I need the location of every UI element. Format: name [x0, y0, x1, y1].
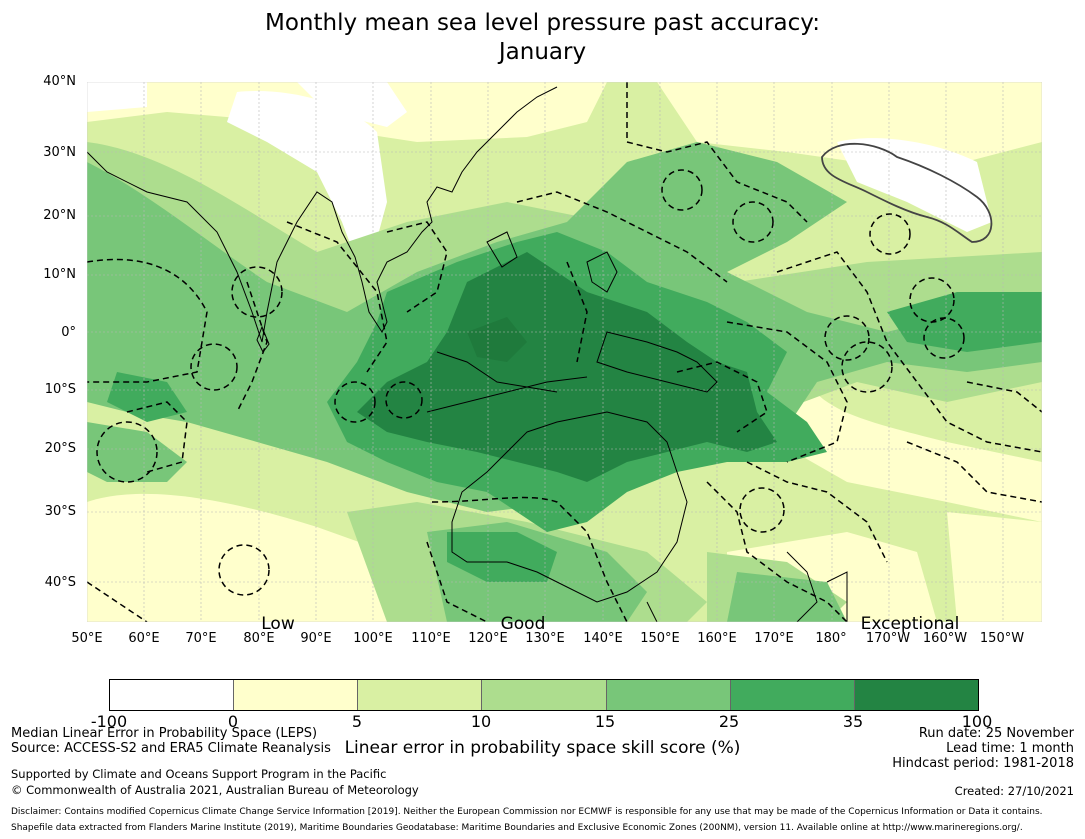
lon-label-140e: 140°E [583, 631, 623, 646]
lon-label-130e: 130°E [525, 631, 565, 646]
lon-label-80e: 80°E [243, 631, 275, 646]
footer-shapefile-credit: Shapefile data extracted from Flanders M… [11, 823, 1023, 833]
category-label-good: Good [500, 614, 546, 634]
colorbar-tick-25: 25 [718, 712, 740, 731]
footer-created: Created: 27/10/2021 [954, 784, 1074, 798]
footer-disclaimer: Disclaimer: Contains modified Copernicus… [11, 807, 1043, 817]
colorbar-tick-100: 100 [961, 712, 993, 731]
colorbar-swatch-5 [606, 680, 731, 710]
exceptional-skill-regions [357, 252, 777, 482]
colorbar [109, 679, 979, 711]
lon-label-180: 180° [815, 631, 847, 646]
colorbar-swatch-6 [730, 680, 855, 710]
lon-label-50e: 50°E [71, 631, 103, 646]
lat-label-20n: 20°N [43, 208, 76, 223]
lon-label-150w: 150°W [979, 631, 1025, 646]
colorbar-tick-5: 5 [351, 712, 363, 731]
lat-label-40s: 40°S [44, 575, 76, 590]
colorbar-swatch-2 [234, 680, 359, 710]
colorbar-tick-10: 10 [470, 712, 492, 731]
colorbar-swatch-4 [482, 680, 607, 710]
colorbar-tick-15: 15 [594, 712, 616, 731]
footer-method: Median Linear Error in Probability Space… [11, 726, 318, 741]
lon-label-120e: 120°E [468, 631, 508, 646]
footer-source: Source: ACCESS-S2 and ERA5 Climate Reana… [11, 741, 331, 756]
lat-label-10n: 10°N [43, 267, 76, 282]
colorbar-swatch-1 [110, 680, 235, 710]
lon-label-110e: 110°E [411, 631, 451, 646]
lon-label-100e: 100°E [353, 631, 393, 646]
lat-label-20s: 20°S [44, 441, 76, 456]
colorbar-swatch-3 [358, 680, 483, 710]
eez-boundaries [87, 82, 1042, 622]
lon-label-170e: 170°E [754, 631, 794, 646]
lon-label-150e: 150°E [640, 631, 680, 646]
footer-copyright: © Commonwealth of Australia 2021, Austra… [11, 783, 419, 797]
skill-score-map [87, 82, 1042, 622]
lon-label-70e: 70°E [185, 631, 217, 646]
lat-label-30n: 30°N [43, 145, 76, 160]
lon-label-60e: 60°E [128, 631, 160, 646]
footer-run-date: Run date: 25 November [918, 726, 1074, 741]
lat-label-equator: 0° [61, 325, 76, 340]
lon-label-170w: 170°W [865, 631, 911, 646]
lon-label-160w: 160°W [922, 631, 968, 646]
category-label-exceptional: Exceptional [860, 614, 960, 634]
coastlines [87, 86, 848, 622]
lon-label-160e: 160°E [697, 631, 737, 646]
footer-hindcast: Hindcast period: 1981-2018 [892, 756, 1074, 771]
footer-lead-time: Lead time: 1 month [946, 741, 1074, 756]
colorbar-tick-minus100: -100 [90, 712, 128, 731]
lat-label-10s: 10°S [44, 382, 76, 397]
colorbar-tick-0: 0 [227, 712, 239, 731]
colorbar-label: Linear error in probability space skill … [344, 738, 741, 758]
map-title-line1: Monthly mean sea level pressure past acc… [265, 10, 820, 36]
lat-label-40n: 40°N [43, 74, 76, 89]
colorbar-swatch-7 [854, 680, 978, 710]
lon-label-90e: 90°E [300, 631, 332, 646]
colorbar-tick-35: 35 [842, 712, 864, 731]
negative-skill-regions [87, 82, 992, 263]
lat-label-30s: 30°S [44, 504, 76, 519]
footer-support: Supported by Climate and Oceans Support … [11, 767, 387, 781]
graticule [87, 82, 1042, 622]
highlight-outline [821, 142, 993, 243]
map-title-line2: January [498, 39, 587, 65]
category-label-low: Low [261, 614, 295, 634]
